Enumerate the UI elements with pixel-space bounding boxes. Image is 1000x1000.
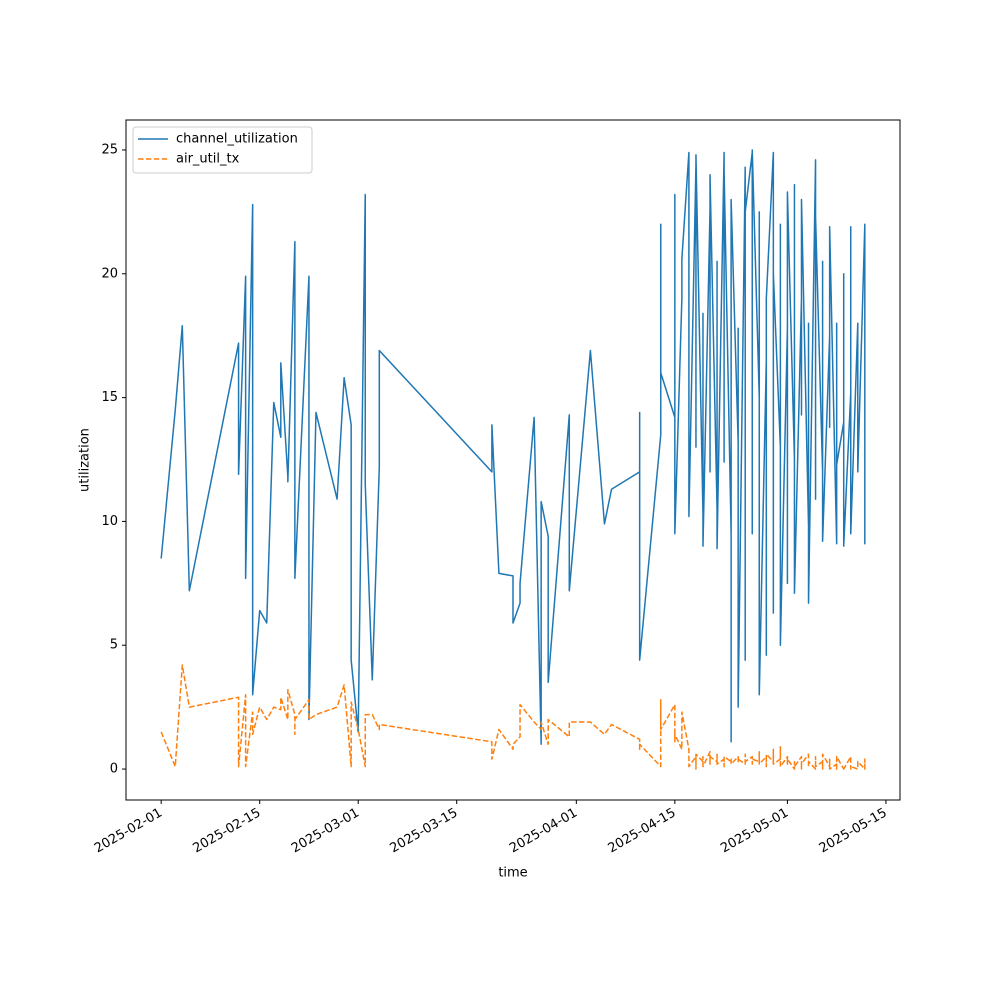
series-line (160, 149, 866, 746)
y-tick-label: 25 (101, 142, 118, 157)
y-tick-label: 0 (110, 762, 118, 777)
legend-label: channel_utilization (176, 132, 298, 147)
y-axis-label: utilization (78, 428, 93, 492)
y-tick-label: 10 (101, 514, 118, 529)
legend-label: air_util_tx (176, 152, 240, 167)
y-tick-label: 5 (110, 638, 118, 653)
axes-frame (125, 119, 901, 801)
y-tick-label: 15 (101, 390, 118, 405)
y-tick-label: 20 (101, 266, 118, 281)
series-line (160, 664, 866, 770)
x-axis-label: time (498, 866, 527, 881)
legend-box (132, 126, 313, 174)
